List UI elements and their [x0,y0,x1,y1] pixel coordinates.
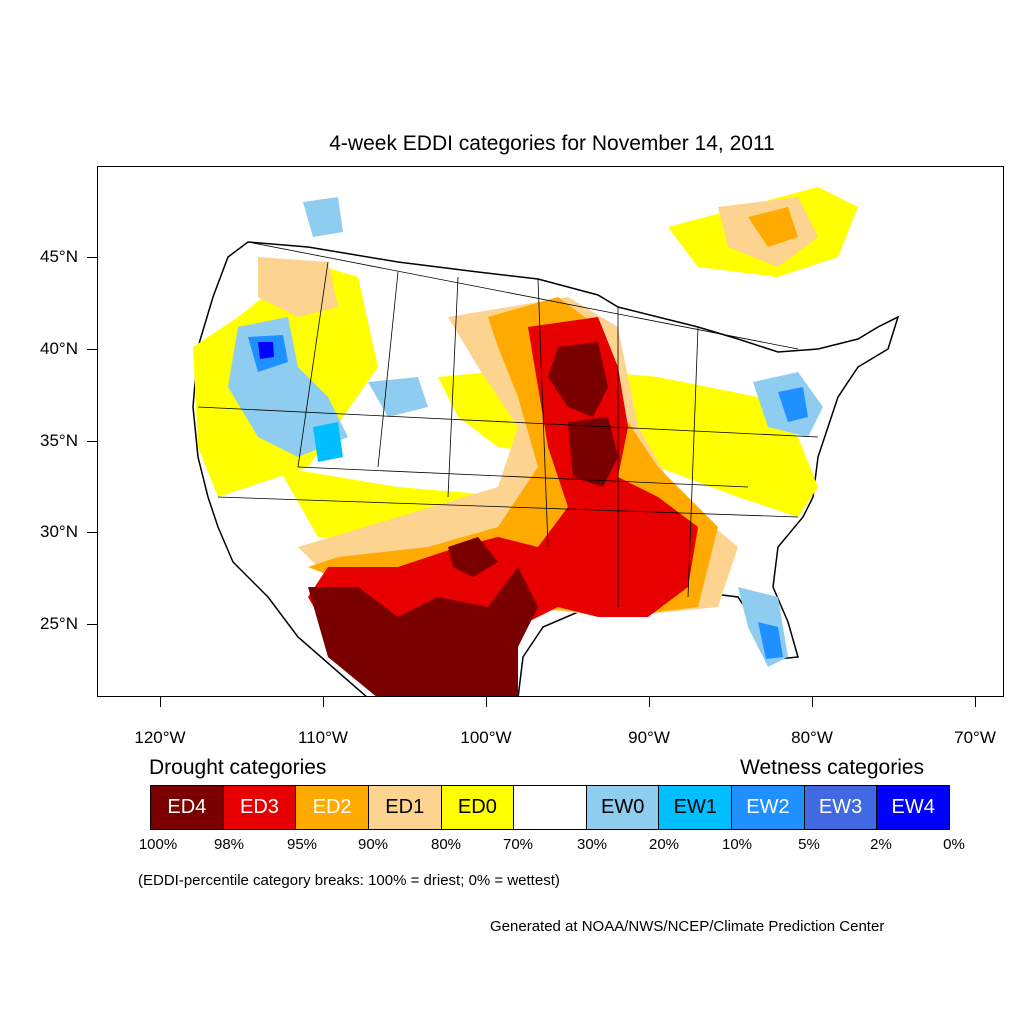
lon-label: 100°W [460,728,512,747]
lon-label: 90°W [628,728,670,747]
map-title: 4-week EDDI categories for November 14, … [329,132,775,155]
map-frame [97,166,1004,697]
legend-swatch-ew4: EW4 [877,786,950,829]
category-breaks-note: (EDDI-percentile category breaks: 100% =… [138,872,560,889]
wetness-area-ew1-ew4 [248,335,808,659]
legend-swatch-ed4: ED4 [151,786,224,829]
legend-swatch-label: ED3 [240,796,279,818]
percentile-break: 20% [648,836,680,853]
lon-label: 70°W [954,728,996,747]
percentile-break: 5% [798,836,820,853]
lat-tick [87,441,97,442]
legend-swatch-ed3: ED3 [223,786,297,829]
legend-swatch-label: ED0 [457,796,497,818]
wetness-categories-heading: Wetness categories [740,756,925,779]
lon-tick [486,697,487,707]
legend-swatch-label: ED4 [167,796,207,818]
legend-swatch-label: EW0 [600,796,645,818]
lat-label: 25°N [40,614,78,633]
legend-swatch-ed1: ED1 [368,786,442,829]
lat-tick [87,532,97,533]
eddi-map [192,187,900,696]
percentile-break: 0% [943,836,965,853]
lat-tick [87,624,97,625]
lat-label: 40°N [40,339,78,358]
lon-label: 80°W [791,728,833,747]
drought-categories-heading: Drought categories [149,756,327,779]
lat-label: 35°N [40,431,78,450]
lon-label: 110°W [298,728,348,747]
category-legend-bar: ED4 ED3 ED2 ED1 ED0 EW0 EW1 EW2 EW3 EW4 [150,785,950,830]
legend-swatch-label: EW2 [746,796,790,818]
legend-swatch-label: ED2 [312,796,352,818]
legend-swatch-label: EW1 [673,796,717,818]
lon-tick [812,697,813,707]
lat-label: 45°N [40,247,78,266]
legend-swatch-label: EW3 [818,796,863,818]
lon-label: 120°W [134,728,186,747]
percentile-break: 100% [138,836,178,853]
legend-swatch-ew2: EW2 [732,786,805,829]
percentile-break: 80% [430,836,462,853]
legend-swatch-neutral [514,786,587,829]
legend-swatch-ed0: ED0 [441,786,515,829]
lon-tick [323,697,324,707]
legend-swatch-ed2: ED2 [296,786,369,829]
drought-area-ed4 [308,342,618,696]
lat-label: 30°N [40,522,78,541]
lon-tick [649,697,650,707]
lat-tick [87,257,97,258]
drought-area-ed3 [308,317,698,677]
generation-credit: Generated at NOAA/NWS/NCEP/Climate Predi… [490,918,885,935]
legend-swatch-ew0: EW0 [586,786,660,829]
percentile-break: 30% [576,836,608,853]
lon-tick [160,697,161,707]
percentile-break: 98% [213,836,245,853]
lat-tick [87,349,97,350]
state-borders [197,241,819,607]
percentile-break: 70% [502,836,534,853]
legend-swatch-label: ED1 [385,796,425,818]
percentile-break: 2% [870,836,892,853]
legend-swatch-ew1: EW1 [659,786,733,829]
lon-tick [975,697,976,707]
legend-swatch-label: EW4 [891,796,935,818]
percentile-break: 95% [286,836,318,853]
percentile-break: 90% [357,836,389,853]
legend-swatch-ew3: EW3 [804,786,878,829]
percentile-break: 10% [721,836,753,853]
